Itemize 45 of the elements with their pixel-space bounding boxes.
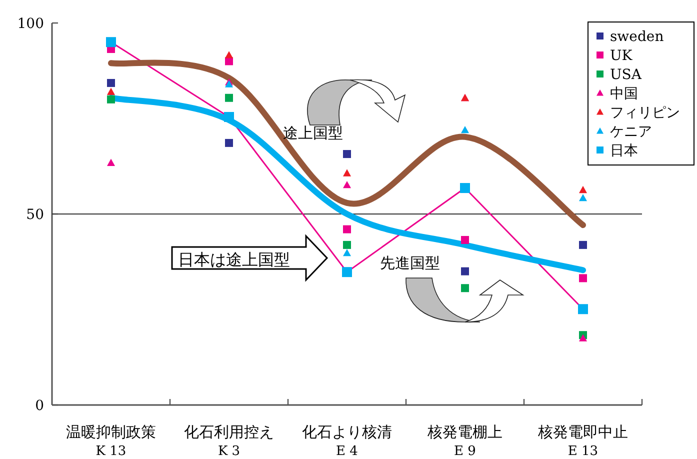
point	[578, 304, 588, 314]
legend-label: ケニア	[610, 124, 652, 140]
point	[342, 267, 352, 278]
y-tick-label: 100	[17, 16, 44, 32]
point	[225, 138, 233, 147]
point	[460, 183, 470, 194]
point	[343, 180, 351, 188]
series-label: 途上国型	[283, 124, 343, 142]
point	[107, 88, 115, 95]
legend-label: UK	[610, 48, 633, 64]
point	[343, 240, 351, 249]
y-tick-label: 50	[26, 207, 44, 223]
point	[579, 334, 587, 342]
point	[461, 126, 469, 134]
legend-label: USA	[610, 67, 642, 83]
point	[106, 37, 116, 48]
x-tick-label: 温暖抑制政策 K 13	[66, 423, 156, 459]
point	[343, 169, 351, 176]
point	[224, 112, 234, 122]
legend-label: sweden	[610, 29, 664, 45]
point	[107, 158, 115, 166]
legend-label: 日本	[610, 143, 638, 159]
point	[461, 284, 469, 292]
x-tick-label: 核発電棚上 E 9	[426, 423, 502, 459]
legend-label: フィリピン	[610, 105, 680, 121]
point	[107, 95, 115, 104]
y-tick-label: 0	[35, 398, 44, 414]
point	[579, 194, 587, 202]
annotation: 日本は途上国型	[178, 250, 290, 269]
x-tick-label: 核発電即中止 E 13	[537, 423, 628, 459]
x-tick-label: 化石より核清 E 4	[302, 423, 392, 459]
point	[579, 240, 587, 249]
x-tick-label: 化石利用控え K 3	[184, 423, 274, 459]
point	[225, 94, 233, 102]
point	[461, 236, 469, 244]
point	[225, 51, 233, 58]
point	[579, 274, 587, 282]
point	[107, 78, 115, 87]
point	[343, 225, 351, 234]
point	[579, 186, 587, 194]
point	[343, 150, 351, 158]
point	[461, 267, 469, 276]
point	[343, 248, 351, 256]
legend-label: 中国	[610, 86, 638, 102]
series-label: 先進国型	[380, 254, 440, 272]
